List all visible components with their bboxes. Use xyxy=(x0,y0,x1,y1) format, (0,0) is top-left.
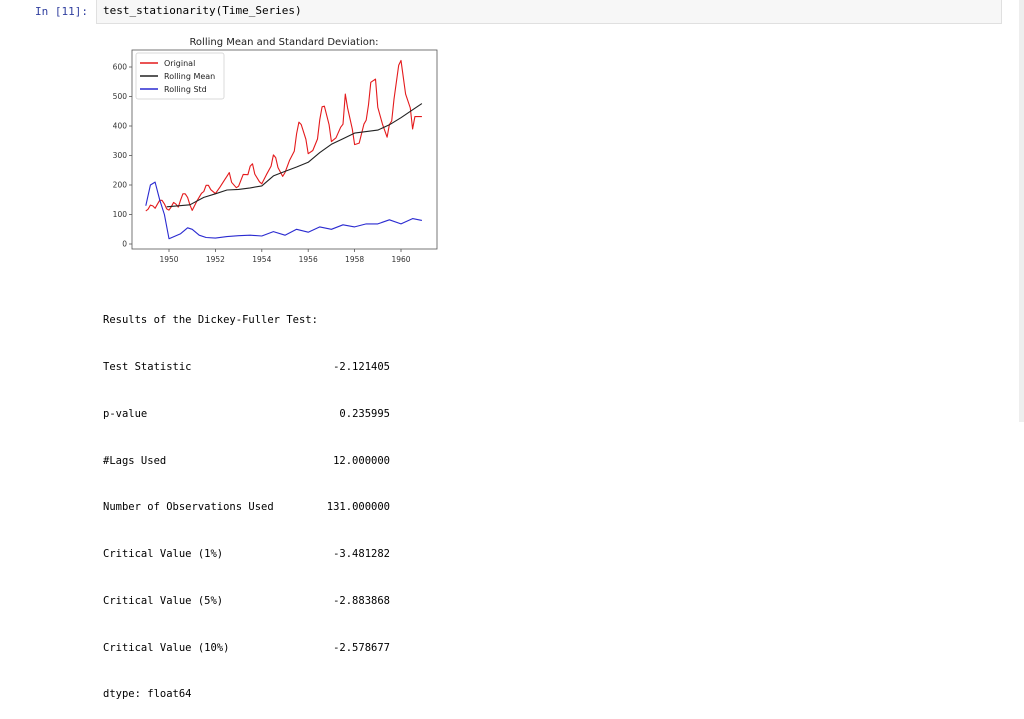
code-text: test_stationarity(Time_Series) xyxy=(103,4,302,17)
result-value: 131.000000 xyxy=(326,501,390,514)
result-row: #Lags Used 12.000000 xyxy=(103,454,390,470)
result-label: Critical Value (10%) xyxy=(103,641,230,654)
result-value: -2.883868 xyxy=(333,594,390,607)
result-row: Number of Observations Used 131.000000 xyxy=(103,500,390,516)
rolling-std-line xyxy=(145,181,423,240)
result-value: -2.121405 xyxy=(333,360,390,373)
result-label: Critical Value (5%) xyxy=(103,594,224,607)
result-row: Test Statistic -2.121405 xyxy=(103,360,390,376)
y-tick-label: 300 xyxy=(113,151,128,160)
y-tick-label: 500 xyxy=(113,92,128,101)
x-tick-label: 1952 xyxy=(206,255,225,264)
legend-label: Original xyxy=(164,59,195,68)
result-label: #Lags Used xyxy=(103,454,167,467)
rolling-stats-chart: Rolling Mean and Standard Deviation: 0 10… xyxy=(113,37,438,264)
x-tick-label: 1950 xyxy=(159,255,178,264)
result-value: -2.578677 xyxy=(333,641,390,654)
original-line xyxy=(145,59,422,212)
chart-title: Rolling Mean and Standard Deviation: xyxy=(189,37,378,48)
series-layer xyxy=(145,59,423,240)
scrollbar[interactable] xyxy=(1019,0,1024,422)
result-label: Critical Value (1%) xyxy=(103,548,224,561)
x-axis: 1950 1952 1954 1956 1958 1960 xyxy=(159,249,411,264)
result-label: p-value xyxy=(103,407,148,420)
dickey-fuller-output: Results of the Dickey-Fuller Test: Test … xyxy=(103,282,390,719)
y-tick-label: 600 xyxy=(113,63,128,72)
result-value: 0.235995 xyxy=(339,407,390,420)
y-tick-label: 200 xyxy=(113,181,128,190)
x-tick-label: 1956 xyxy=(299,255,318,264)
legend-label: Rolling Std xyxy=(164,85,207,94)
result-label: Test Statistic xyxy=(103,360,192,373)
result-value: 12.000000 xyxy=(333,454,390,467)
chart-legend: Original Rolling Mean Rolling Std xyxy=(135,52,225,100)
y-tick-label: 400 xyxy=(113,122,128,131)
result-row: Critical Value (1%) -3.481282 xyxy=(103,547,390,563)
x-tick-label: 1960 xyxy=(391,255,410,264)
rolling-mean-line xyxy=(166,103,423,208)
result-value: -3.481282 xyxy=(333,548,390,561)
y-axis: 0 100 200 300 400 500 600 xyxy=(113,63,132,249)
y-tick-label: 100 xyxy=(113,210,128,219)
x-tick-label: 1954 xyxy=(252,255,271,264)
dtype-line: dtype: float64 xyxy=(103,688,192,701)
result-row: Critical Value (10%) -2.578677 xyxy=(103,641,390,657)
input-prompt: In [11]: xyxy=(35,5,88,18)
result-row: p-value 0.235995 xyxy=(103,407,390,423)
x-tick-label: 1958 xyxy=(345,255,364,264)
output-heading: Results of the Dickey-Fuller Test: xyxy=(103,314,318,327)
result-row: Critical Value (5%) -2.883868 xyxy=(103,594,390,610)
legend-label: Rolling Mean xyxy=(164,72,215,81)
y-tick-label: 0 xyxy=(122,240,127,249)
code-cell-input[interactable]: test_stationarity(Time_Series) xyxy=(96,0,1002,24)
result-label: Number of Observations Used xyxy=(103,501,274,514)
